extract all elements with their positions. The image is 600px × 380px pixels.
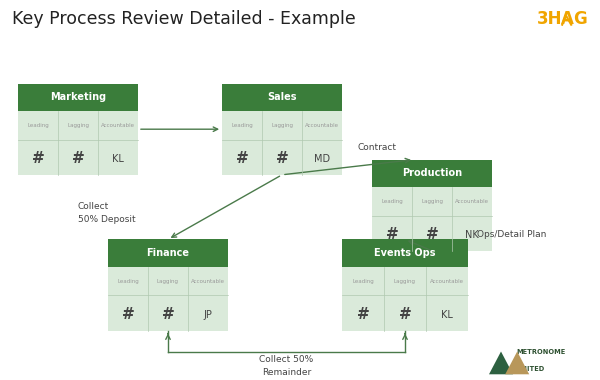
Text: #: # <box>236 151 248 166</box>
Polygon shape <box>505 352 529 374</box>
FancyBboxPatch shape <box>222 111 342 175</box>
Text: #: # <box>161 307 175 322</box>
Text: Lagging: Lagging <box>394 279 416 284</box>
Text: UNITED: UNITED <box>516 366 544 372</box>
Text: JP: JP <box>203 310 212 320</box>
Text: #: # <box>122 307 134 322</box>
Text: Accountable: Accountable <box>430 279 464 284</box>
Text: Lagging: Lagging <box>271 123 293 128</box>
Text: Accountable: Accountable <box>305 123 339 128</box>
FancyBboxPatch shape <box>18 111 138 175</box>
Text: #: # <box>275 151 289 166</box>
Text: #: # <box>386 227 398 242</box>
Text: A: A <box>561 10 574 27</box>
Text: Leading: Leading <box>231 123 253 128</box>
FancyBboxPatch shape <box>342 267 468 331</box>
Text: #: # <box>32 151 44 166</box>
Text: G: G <box>573 10 587 27</box>
FancyBboxPatch shape <box>108 267 228 331</box>
Text: METRONOME: METRONOME <box>516 349 565 355</box>
Text: KL: KL <box>112 154 124 164</box>
Text: MD: MD <box>314 154 330 164</box>
Text: Accountable: Accountable <box>101 123 135 128</box>
FancyBboxPatch shape <box>372 187 492 251</box>
Text: #: # <box>398 307 412 322</box>
Text: Leading: Leading <box>352 279 374 284</box>
Text: Ops/Detail Plan: Ops/Detail Plan <box>477 230 547 239</box>
Text: Key Process Review Detailed - Example: Key Process Review Detailed - Example <box>12 10 356 27</box>
FancyBboxPatch shape <box>108 239 228 267</box>
Text: NK: NK <box>465 230 479 240</box>
Text: #: # <box>356 307 370 322</box>
Polygon shape <box>489 352 513 374</box>
Text: Marketing: Marketing <box>50 92 106 102</box>
Text: Production: Production <box>402 168 462 178</box>
Text: Accountable: Accountable <box>191 279 225 284</box>
Text: Contract: Contract <box>357 143 396 152</box>
Text: Accountable: Accountable <box>455 199 489 204</box>
Text: #: # <box>425 227 439 242</box>
Text: Lagging: Lagging <box>421 199 443 204</box>
Text: Leading: Leading <box>117 279 139 284</box>
FancyBboxPatch shape <box>18 84 138 111</box>
Text: Leading: Leading <box>381 199 403 204</box>
Text: KL: KL <box>441 310 453 320</box>
Text: #: # <box>71 151 85 166</box>
Text: Collect
50% Deposit: Collect 50% Deposit <box>78 202 136 223</box>
Text: Collect 50%
Remainder: Collect 50% Remainder <box>259 355 314 377</box>
Text: Lagging: Lagging <box>67 123 89 128</box>
Text: Finance: Finance <box>146 248 190 258</box>
Text: Events Ops: Events Ops <box>374 248 436 258</box>
Text: 3H: 3H <box>537 10 563 27</box>
Text: Lagging: Lagging <box>157 279 179 284</box>
FancyBboxPatch shape <box>342 239 468 267</box>
Text: Sales: Sales <box>267 92 297 102</box>
FancyBboxPatch shape <box>372 160 492 187</box>
FancyBboxPatch shape <box>222 84 342 111</box>
Text: Leading: Leading <box>27 123 49 128</box>
